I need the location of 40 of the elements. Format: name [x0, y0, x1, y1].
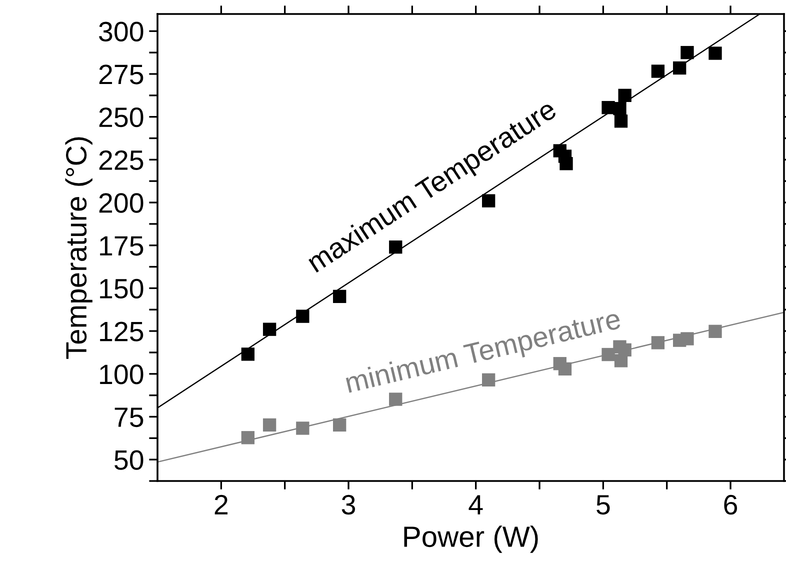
point [389, 392, 402, 406]
point [708, 46, 722, 60]
point [558, 362, 572, 376]
point [296, 422, 310, 435]
point [680, 46, 694, 60]
x-tick-label: 5 [596, 495, 610, 515]
point [613, 102, 626, 116]
y-tick-label: 225 [99, 150, 144, 170]
y-tick-label: 125 [100, 322, 144, 342]
point [672, 61, 686, 75]
point [614, 114, 628, 128]
y-tick-label: 300 [99, 22, 144, 42]
point [651, 336, 665, 350]
point [333, 418, 346, 432]
y-tick-label: 150 [100, 278, 144, 299]
y-axis-title: Temperature (°C) [65, 137, 92, 359]
x-tick-label: 6 [724, 494, 738, 515]
y-tick-label: 175 [100, 236, 144, 256]
point [262, 322, 276, 336]
y-tick-label: 75 [114, 408, 144, 428]
point [241, 431, 254, 444]
point [560, 157, 573, 170]
y-tick-label: 50 [114, 450, 144, 470]
point [333, 290, 346, 304]
x-tick-label: 4 [468, 495, 483, 514]
point [708, 324, 722, 338]
point [262, 418, 276, 432]
y-tick-label: 200 [99, 193, 144, 213]
y-tick-label: 250 [99, 107, 144, 128]
x-tick-label: 2 [214, 494, 228, 514]
point [680, 332, 694, 346]
y-tick-label: 275 [99, 64, 144, 84]
point [296, 310, 310, 323]
y-tick-label: 100 [100, 364, 144, 384]
point [618, 88, 632, 102]
point [482, 373, 496, 386]
point [651, 64, 665, 78]
x-axis-title: Power (W) [404, 526, 538, 553]
point [241, 348, 254, 361]
x-tick-label: 3 [342, 494, 356, 515]
